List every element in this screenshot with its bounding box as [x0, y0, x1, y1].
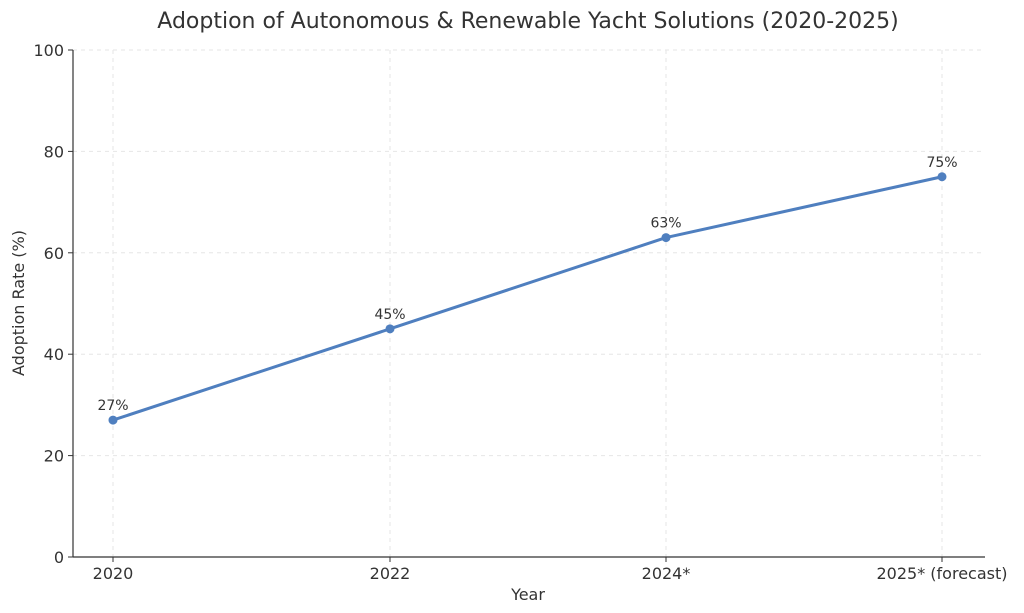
data-point: [661, 233, 671, 243]
x-tick-label: 2024*: [642, 564, 691, 583]
data-point: [385, 324, 395, 334]
x-tick-label: 2020: [93, 564, 134, 583]
x-tick-label: 2022: [370, 564, 411, 583]
data-label: 27%: [97, 398, 128, 414]
axes: [72, 50, 985, 558]
y-axis-label: Adoption Rate (%): [9, 230, 28, 376]
data-label: 63%: [650, 216, 681, 232]
y-tick-label: 100: [33, 41, 64, 60]
grid: [73, 49, 985, 557]
data-label: 75%: [926, 155, 957, 171]
y-tick-label: 60: [44, 244, 64, 263]
series-line: [111, 175, 944, 422]
y-tick-label: 20: [44, 447, 64, 466]
chart-title: Adoption of Autonomous & Renewable Yacht…: [157, 9, 898, 34]
x-tick-label: 2025* (forecast): [877, 564, 1008, 583]
data-label: 45%: [374, 307, 405, 323]
x-axis-label: Year: [510, 585, 545, 604]
y-tick-label: 80: [44, 142, 64, 161]
data-labels: 27% 45% 63% 75%: [97, 155, 957, 414]
y-tick-label: 0: [54, 548, 64, 567]
data-point: [937, 172, 947, 182]
series: [108, 172, 947, 425]
data-point: [108, 415, 118, 425]
y-tick-label: 40: [44, 345, 64, 364]
ticks: 0 20 40 60 80 100 2020 2022 2024* 2025* (forecast…: [33, 41, 1007, 583]
